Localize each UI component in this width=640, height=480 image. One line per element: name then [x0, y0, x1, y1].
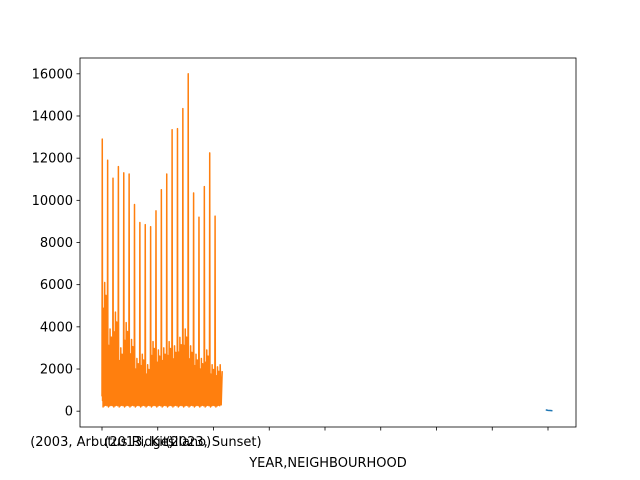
y-tick-label: 16000	[32, 67, 73, 82]
series-layer	[101, 73, 553, 412]
axes-layer: 0 2000 4000 6000 8000 10000 12000 14000 16000 (20…	[30, 57, 577, 450]
y-tick-label: 12000	[32, 152, 73, 167]
series-line-orange	[101, 73, 223, 408]
series-line-blue	[545, 409, 553, 412]
y-tick-label: 2000	[40, 363, 73, 378]
y-tick-label: 8000	[40, 236, 73, 251]
x-tick-label: (2013, Kitsilano)	[104, 435, 211, 450]
y-tick-label: 0	[65, 405, 73, 420]
y-tick-label: 10000	[32, 194, 73, 209]
x-axis-label: YEAR,NEIGHBOURHOOD	[248, 456, 407, 471]
y-tick-label: 4000	[40, 320, 73, 335]
y-tick-label: 14000	[32, 109, 73, 124]
x-tick-label: (2003, Arbutus Ridge)	[30, 435, 174, 450]
y-tick-label: 6000	[40, 278, 73, 293]
x-tick-label: (2023, Sunset)	[165, 435, 261, 450]
